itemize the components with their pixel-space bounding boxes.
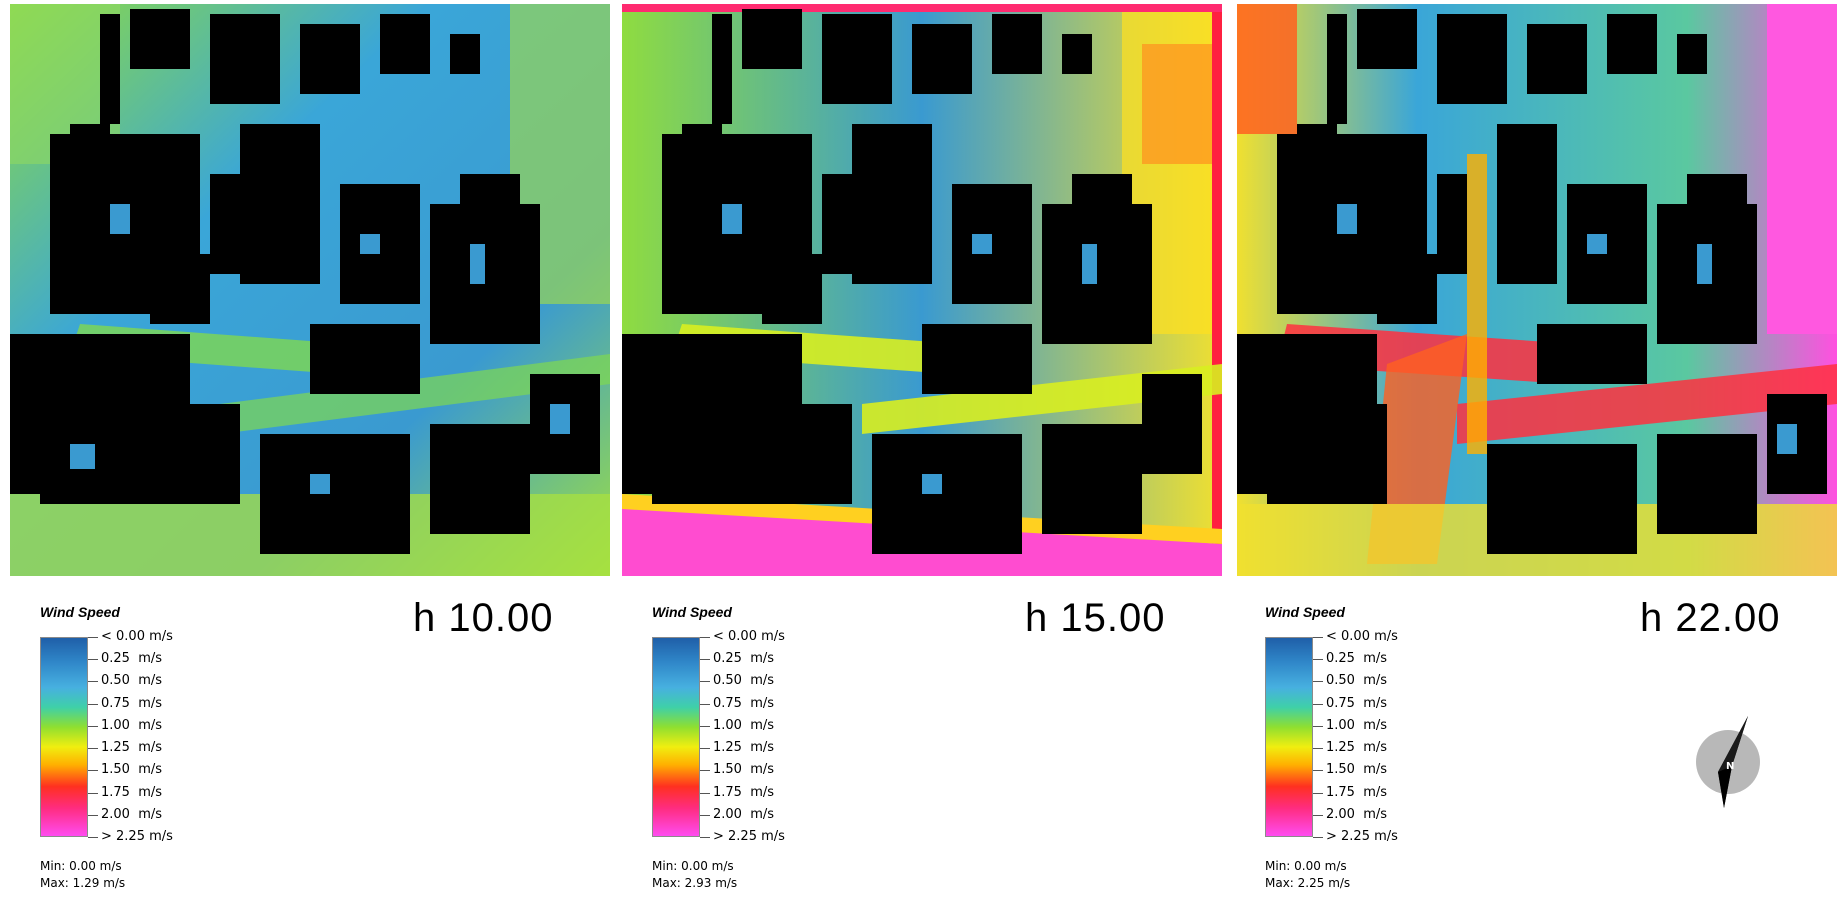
legend-tick: [1313, 793, 1323, 794]
panel-h10: h 10.00 Wind Speed < 0.00 m/s 0.25 m/s 0.5…: [0, 0, 612, 905]
legend-tick-label: 0.75 m/s: [713, 696, 775, 711]
legend-tick: [700, 793, 710, 794]
min-max: Min: 0.00 m/s Max: 1.29 m/s: [40, 858, 125, 892]
color-ramp: [652, 637, 700, 837]
hour-label: h 10.00: [413, 596, 554, 640]
legend-tick-label: 2.00 m/s: [101, 807, 163, 822]
panel-h22: h 22.00 Wind Speed < 0.00 m/s 0.25 m/s 0.5…: [1225, 0, 1837, 905]
legend-tick-label: 0.25 m/s: [1326, 651, 1388, 666]
legend-tick-label: 1.75 m/s: [1326, 785, 1388, 800]
legend-tick: [88, 659, 98, 660]
legend-tick: [88, 793, 98, 794]
legend-tick: [1313, 748, 1323, 749]
legend-tick: [1313, 837, 1323, 838]
legend-tick-label: 0.25 m/s: [713, 651, 775, 666]
legend-tick: [700, 659, 710, 660]
legend-tick: [88, 770, 98, 771]
legend-title: Wind Speed: [40, 604, 120, 620]
wind-map-svg: [10, 4, 610, 576]
legend-tick-label: > 2.25 m/s: [1326, 829, 1398, 844]
min-max: Min: 0.00 m/s Max: 2.25 m/s: [1265, 858, 1350, 892]
legend-tick-label: 0.50 m/s: [1326, 673, 1388, 688]
legend-tick: [1313, 704, 1323, 705]
legend-tick: [1313, 815, 1323, 816]
legend-tick: [700, 815, 710, 816]
north-arrow-icon: N: [1680, 712, 1770, 812]
legend-tick: [700, 637, 710, 638]
legend-tick-label: < 0.00 m/s: [713, 629, 785, 644]
legend-tick-label: 0.50 m/s: [101, 673, 163, 688]
legend-tick-label: 1.25 m/s: [713, 740, 775, 755]
legend-body: < 0.00 m/s 0.25 m/s 0.50 m/s 0.75 m/s 1.00 m…: [652, 629, 785, 843]
legend-tick-label: 0.75 m/s: [1326, 696, 1388, 711]
wind-speed-map: [10, 4, 610, 576]
legend-tick-label: 0.75 m/s: [101, 696, 163, 711]
min-value: Min: 0.00 m/s: [40, 859, 122, 873]
legend-tick-label: 1.25 m/s: [1326, 740, 1388, 755]
legend-tick: [700, 726, 710, 727]
hour-label: h 15.00: [1025, 596, 1166, 640]
legend-tick: [88, 726, 98, 727]
legend-tick: [700, 681, 710, 682]
min-value: Min: 0.00 m/s: [1265, 859, 1347, 873]
max-value: Max: 2.25 m/s: [1265, 876, 1351, 890]
legend-tick: [700, 837, 710, 838]
legend-tick: [88, 637, 98, 638]
legend-tick-label: 2.00 m/s: [1326, 807, 1388, 822]
panel-h15: h 15.00 Wind Speed < 0.00 m/s 0.25 m/s 0.5…: [612, 0, 1224, 905]
legend-title: Wind Speed: [1265, 604, 1345, 620]
wind-map-svg: [1237, 4, 1837, 576]
wind-speed-map: [622, 4, 1222, 576]
legend-tick-label: 0.50 m/s: [713, 673, 775, 688]
legend-tick-label: 0.25 m/s: [101, 651, 163, 666]
legend-title: Wind Speed: [652, 604, 732, 620]
max-value: Max: 1.29 m/s: [40, 876, 126, 890]
wind-speed-map: [1237, 4, 1837, 576]
legend-tick-label: > 2.25 m/s: [713, 829, 785, 844]
compass-label: N: [1726, 761, 1734, 772]
legend-tick: [700, 748, 710, 749]
legend-tick-label: 1.50 m/s: [713, 762, 775, 777]
legend-tick: [1313, 637, 1323, 638]
legend: Wind Speed < 0.00 m/s 0.25 m/s 0.50 m/s 0.7…: [40, 604, 173, 843]
legend-tick-label: 1.50 m/s: [1326, 762, 1388, 777]
legend-tick: [700, 770, 710, 771]
legend-tick-label: 1.00 m/s: [1326, 718, 1388, 733]
legend-tick-label: 1.00 m/s: [101, 718, 163, 733]
legend-tick-label: 1.50 m/s: [101, 762, 163, 777]
legend-tick: [1313, 659, 1323, 660]
legend-tick: [1313, 726, 1323, 727]
color-ramp: [1265, 637, 1313, 837]
legend-tick: [1313, 770, 1323, 771]
legend-tick: [88, 837, 98, 838]
min-value: Min: 0.00 m/s: [652, 859, 734, 873]
legend: Wind Speed < 0.00 m/s 0.25 m/s 0.50 m/s 0.7…: [1265, 604, 1398, 843]
legend-tick-label: > 2.25 m/s: [101, 829, 173, 844]
wind-map-svg: [622, 4, 1222, 576]
legend-body: < 0.00 m/s 0.25 m/s 0.50 m/s 0.75 m/s 1.00 m…: [1265, 629, 1398, 843]
legend-tick: [88, 815, 98, 816]
hour-label: h 22.00: [1640, 596, 1781, 640]
max-value: Max: 2.93 m/s: [652, 876, 738, 890]
legend-tick: [88, 681, 98, 682]
min-max: Min: 0.00 m/s Max: 2.93 m/s: [652, 858, 737, 892]
legend-tick-label: < 0.00 m/s: [1326, 629, 1398, 644]
legend-tick: [700, 704, 710, 705]
legend-tick: [88, 748, 98, 749]
legend-tick-label: 1.00 m/s: [713, 718, 775, 733]
legend-body: < 0.00 m/s 0.25 m/s 0.50 m/s 0.75 m/s 1.00 m…: [40, 629, 173, 843]
legend-tick-label: 1.25 m/s: [101, 740, 163, 755]
legend-tick-label: 2.00 m/s: [713, 807, 775, 822]
legend-tick-label: 1.75 m/s: [713, 785, 775, 800]
legend-tick-label: 1.75 m/s: [101, 785, 163, 800]
legend-tick: [88, 704, 98, 705]
legend-tick: [1313, 681, 1323, 682]
legend: Wind Speed < 0.00 m/s 0.25 m/s 0.50 m/s 0.7…: [652, 604, 785, 843]
color-ramp: [40, 637, 88, 837]
legend-tick-label: < 0.00 m/s: [101, 629, 173, 644]
